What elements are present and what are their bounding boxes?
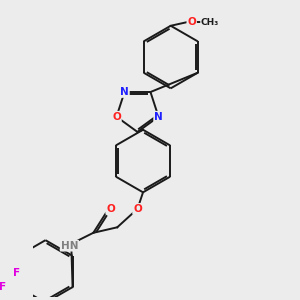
Text: O: O <box>112 112 121 122</box>
Text: N: N <box>154 112 163 122</box>
Text: O: O <box>187 17 196 27</box>
Text: N: N <box>120 87 129 97</box>
Text: CH₃: CH₃ <box>201 18 219 27</box>
Text: O: O <box>133 204 142 214</box>
Text: HN: HN <box>61 241 78 251</box>
Text: O: O <box>106 204 115 214</box>
Text: F: F <box>0 282 7 292</box>
Text: F: F <box>13 268 20 278</box>
